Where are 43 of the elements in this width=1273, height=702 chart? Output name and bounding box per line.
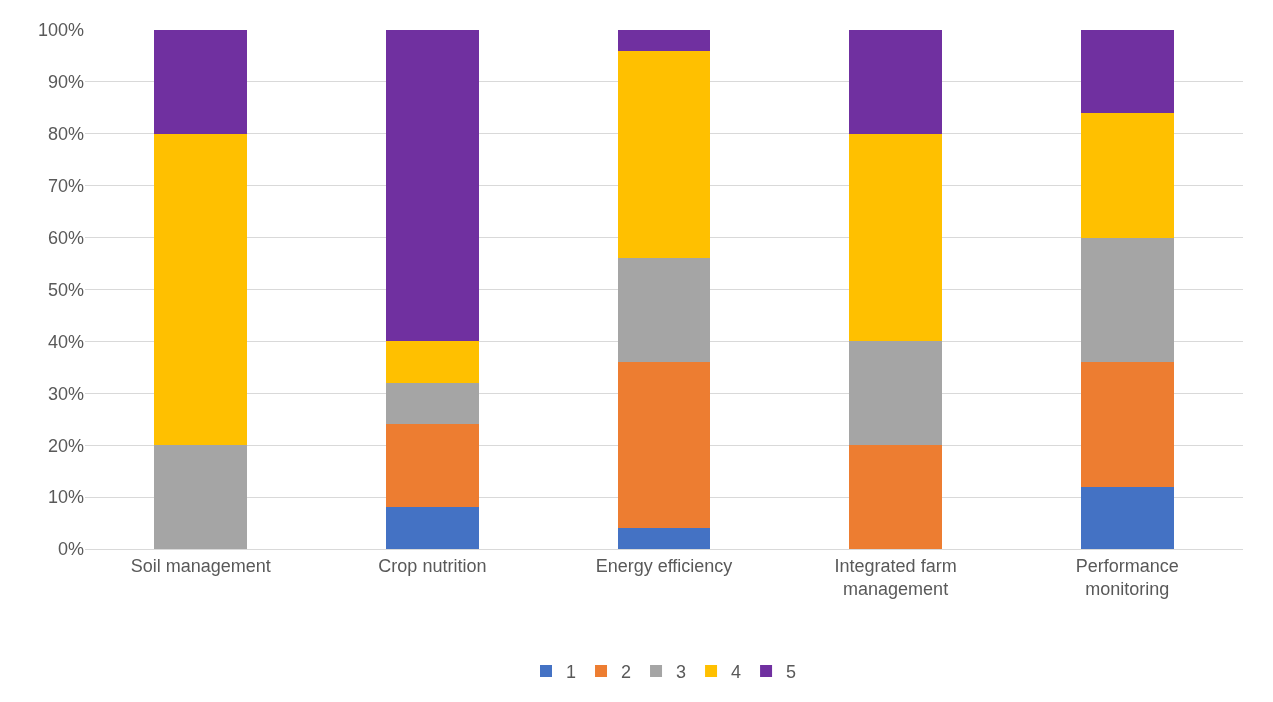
bar bbox=[386, 507, 479, 549]
bar bbox=[617, 50, 711, 259]
bar bbox=[154, 133, 248, 446]
bar bbox=[849, 445, 942, 549]
x-tick-label: Energy efficiency bbox=[595, 555, 733, 576]
y-tick-label: 0% bbox=[57, 539, 84, 560]
y-tick-label: 40% bbox=[47, 331, 84, 352]
y-tick-label: 30% bbox=[47, 383, 84, 404]
bar bbox=[386, 341, 479, 383]
x-tick-label: Performance monitoring bbox=[1075, 555, 1179, 599]
y-tick-label: 70% bbox=[47, 176, 84, 196]
y-tick-label: 10% bbox=[47, 487, 84, 508]
bar bbox=[1080, 113, 1174, 238]
y-tick-label: 90% bbox=[47, 72, 84, 93]
legend-label: 3 bbox=[676, 662, 687, 683]
bar bbox=[849, 133, 942, 342]
bar bbox=[386, 30, 479, 342]
bar bbox=[617, 362, 711, 529]
y-tick-label: 80% bbox=[47, 124, 84, 145]
legend-label: 4 bbox=[731, 662, 742, 683]
bar bbox=[386, 424, 479, 508]
bar bbox=[386, 382, 479, 425]
bar bbox=[849, 30, 942, 134]
y-tick-label: 100% bbox=[37, 20, 84, 41]
bar bbox=[1080, 486, 1174, 549]
y-tick-label: 50% bbox=[47, 279, 84, 300]
bar bbox=[154, 30, 248, 134]
y-tick-label: 20% bbox=[47, 435, 84, 456]
bar bbox=[849, 341, 942, 446]
y-tick-label: 60% bbox=[47, 227, 84, 248]
bar bbox=[154, 445, 248, 549]
bar bbox=[1080, 237, 1174, 363]
x-tick-label: Soil management bbox=[130, 555, 271, 576]
legend-label: 2 bbox=[621, 662, 632, 683]
bar bbox=[1080, 30, 1174, 114]
bar bbox=[617, 30, 711, 51]
legend-label: 5 bbox=[786, 662, 797, 683]
bar bbox=[617, 258, 711, 363]
x-tick-label: Integrated farm management bbox=[834, 555, 957, 599]
x-tick-label: Crop nutrition bbox=[378, 555, 487, 576]
bar bbox=[617, 528, 711, 549]
bar bbox=[1080, 362, 1174, 487]
legend-label: 1 bbox=[566, 662, 577, 683]
